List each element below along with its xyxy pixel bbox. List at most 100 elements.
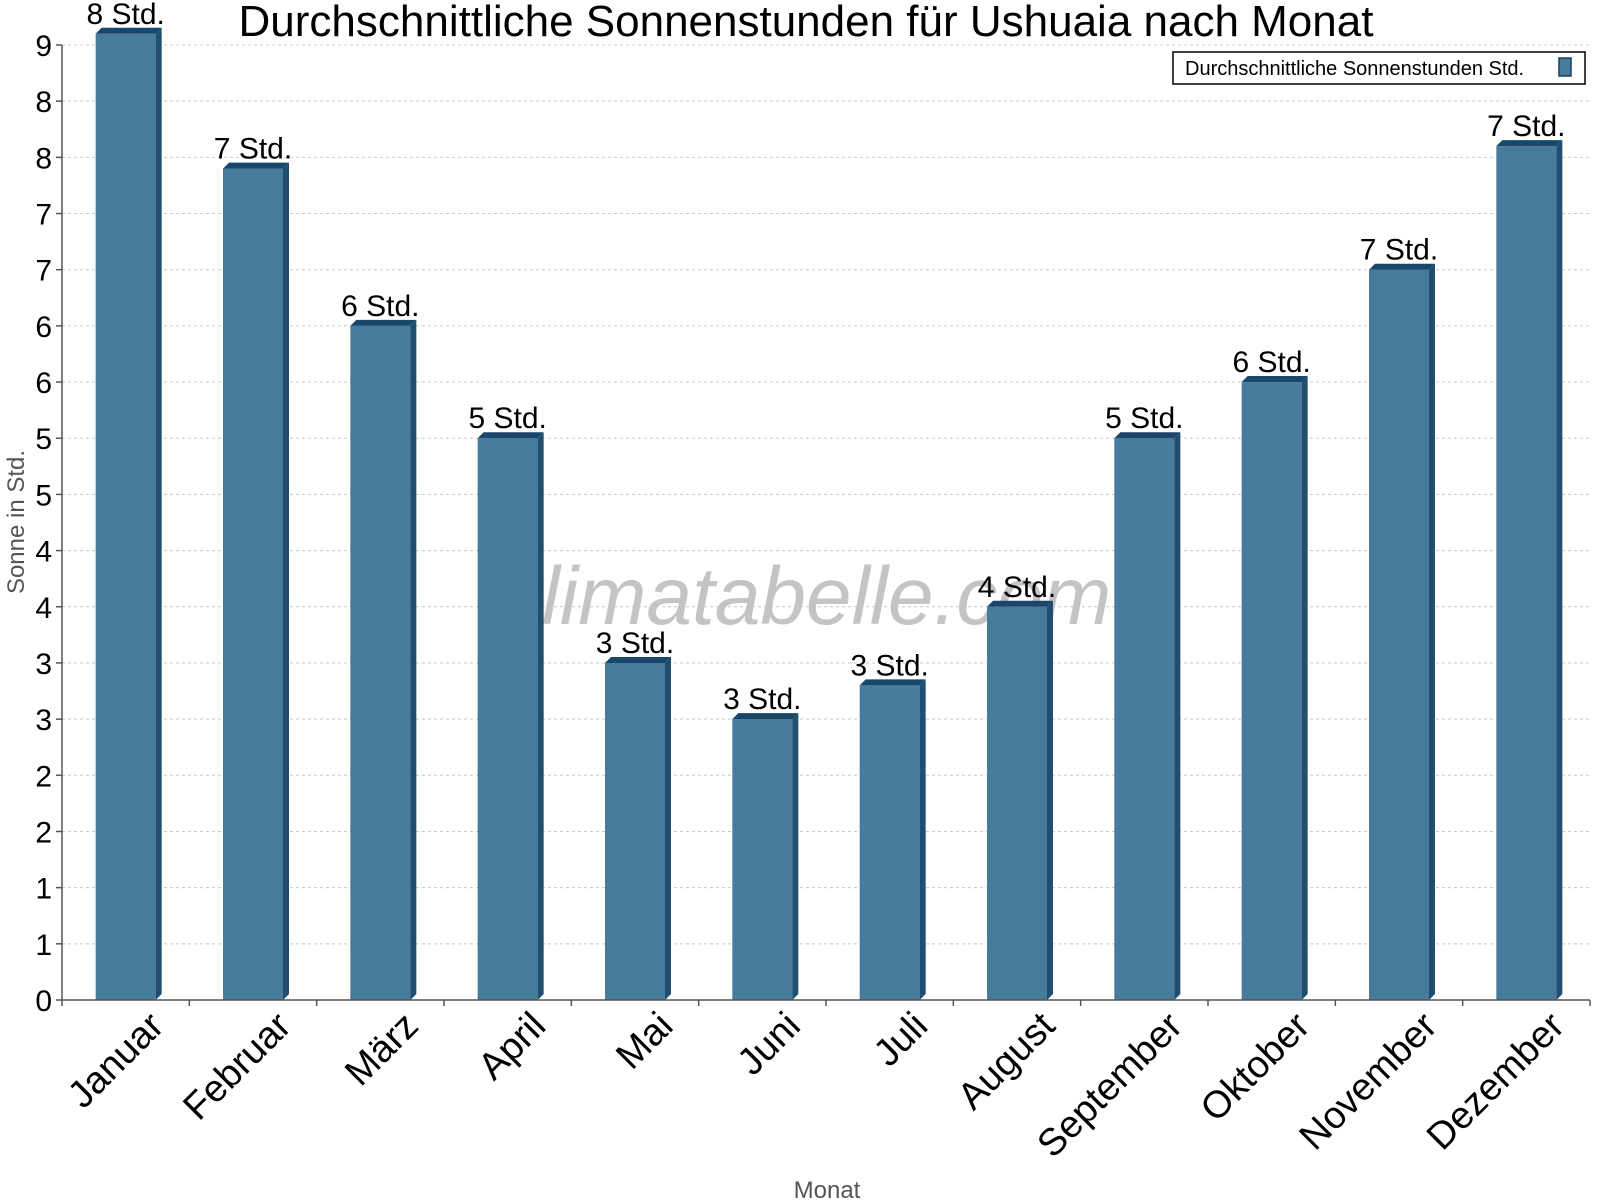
bar-front — [732, 719, 793, 1000]
bar-side — [1174, 432, 1181, 1000]
bar-12 — [1496, 140, 1563, 1000]
y-tick-label: 9 — [35, 30, 52, 63]
bar-side — [283, 162, 289, 1000]
y-tick-label: 7 — [35, 255, 52, 288]
data-label: 3 Std. — [723, 683, 801, 716]
bar-side — [919, 679, 926, 1000]
y-tick-label: 8 — [35, 86, 52, 119]
bar-top — [477, 432, 544, 439]
y-tick-label: 1 — [35, 929, 52, 962]
legend-swatch — [1558, 57, 1572, 77]
y-tick-label: 5 — [35, 479, 52, 512]
y-tick-label: 1 — [35, 873, 52, 906]
bar-front — [987, 606, 1047, 1000]
bar-top — [1369, 263, 1435, 270]
bar-side — [155, 27, 162, 1000]
data-label: 7 Std. — [214, 133, 292, 166]
data-label: 5 Std. — [468, 402, 546, 435]
data-label: 6 Std. — [341, 290, 419, 323]
x-axis-title: Monat — [794, 1177, 861, 1200]
bar-top — [223, 162, 289, 169]
legend: Durchschnittliche Sonnenstunden Std. — [1172, 51, 1586, 85]
chart-title: Durchschnittliche Sonnenstunden für Ushu… — [239, 0, 1374, 46]
bar-front — [1241, 382, 1302, 1000]
grid-lines — [62, 44, 1590, 945]
bar-front — [1369, 269, 1429, 1000]
bar-front — [605, 662, 665, 1000]
bar-2 — [223, 162, 289, 1000]
x-tick-label: Juli — [866, 1005, 936, 1075]
bar-5 — [605, 656, 671, 1000]
bar-front — [1496, 146, 1557, 1000]
x-tick-label: April — [471, 1005, 554, 1088]
x-tick-label: März — [337, 1005, 426, 1094]
y-tick-label: 3 — [35, 648, 52, 681]
bar-9 — [1114, 432, 1181, 1000]
data-label: 8 Std. — [86, 0, 164, 31]
y-tick-label: 2 — [35, 816, 52, 849]
bar-side — [665, 656, 671, 1000]
data-label: 3 Std. — [850, 649, 928, 682]
y-tick-label: 7 — [35, 199, 52, 232]
axes — [56, 44, 1591, 1006]
bar-4 — [477, 432, 544, 1000]
bar-side — [1556, 140, 1563, 1000]
bar-front — [477, 438, 538, 1000]
bar-side — [1301, 376, 1308, 1000]
y-tick-label: 4 — [35, 536, 52, 569]
bar-side — [1047, 600, 1053, 1000]
data-label: 5 Std. — [1105, 402, 1183, 435]
y-tick-label: 5 — [35, 423, 52, 456]
bar-11 — [1369, 263, 1435, 1000]
bar-top — [95, 27, 162, 34]
y-tick-label: 3 — [35, 704, 52, 737]
bar-top — [859, 679, 926, 686]
x-tick-label: Mai — [608, 1005, 681, 1078]
bar-side — [1429, 263, 1435, 1000]
bar-top — [1241, 376, 1308, 383]
bar-top — [1114, 432, 1181, 439]
bar-side — [410, 319, 417, 1001]
y-tick-labels: 0 1 1 2 2 3 3 4 4 5 5 6 6 7 7 8 8 9 — [35, 30, 52, 1018]
bar-1 — [95, 27, 162, 1000]
y-tick-label: 6 — [35, 367, 52, 400]
data-label: 7 Std. — [1487, 110, 1565, 143]
data-label: 6 Std. — [1232, 346, 1310, 379]
bar-side — [537, 432, 544, 1000]
x-tick-label: Dezember — [1419, 1004, 1573, 1158]
x-tick-labels: Januar Februar März April Mai Juni Juli AugustS… — [60, 1004, 1573, 1165]
data-label: 4 Std. — [978, 571, 1056, 604]
x-tick-label: August — [950, 1004, 1064, 1118]
x-tick-label: Februar — [176, 1004, 300, 1128]
bar-10 — [1241, 376, 1308, 1000]
data-label: 3 Std. — [596, 627, 674, 660]
data-labels: 8 Std. 7 Std. 6 Std. 5 Std. 3 Std. 3 Std. 3 St… — [86, 0, 1565, 716]
data-label: 7 Std. — [1360, 234, 1438, 267]
bar-3 — [350, 319, 417, 1001]
y-tick-label: 4 — [35, 592, 52, 625]
bars — [95, 27, 1563, 1001]
y-tick-label: 0 — [35, 985, 52, 1018]
x-tick-label: November — [1292, 1004, 1446, 1158]
bar-6 — [732, 713, 799, 1000]
bar-front — [223, 168, 283, 1000]
y-tick-label: 8 — [35, 142, 52, 175]
bar-top — [732, 713, 799, 720]
x-tick-label: Januar — [60, 1004, 172, 1116]
bar-side — [792, 713, 799, 1000]
bar-top — [350, 319, 417, 326]
y-tick-label: 6 — [35, 311, 52, 344]
y-tick-label: 2 — [35, 760, 52, 793]
bar-front — [95, 33, 156, 1000]
bar-7 — [859, 679, 926, 1000]
bar-front — [350, 325, 411, 1001]
legend-box — [1172, 51, 1586, 85]
bar-front — [859, 685, 920, 1000]
bar-8 — [987, 600, 1053, 1000]
y-axis-title: Sonne in Std. — [3, 450, 30, 594]
bar-top — [605, 656, 671, 663]
bar-top — [1496, 140, 1563, 147]
x-tick-label: Juni — [730, 1005, 809, 1084]
x-tick-label: Oktober — [1193, 1004, 1319, 1130]
